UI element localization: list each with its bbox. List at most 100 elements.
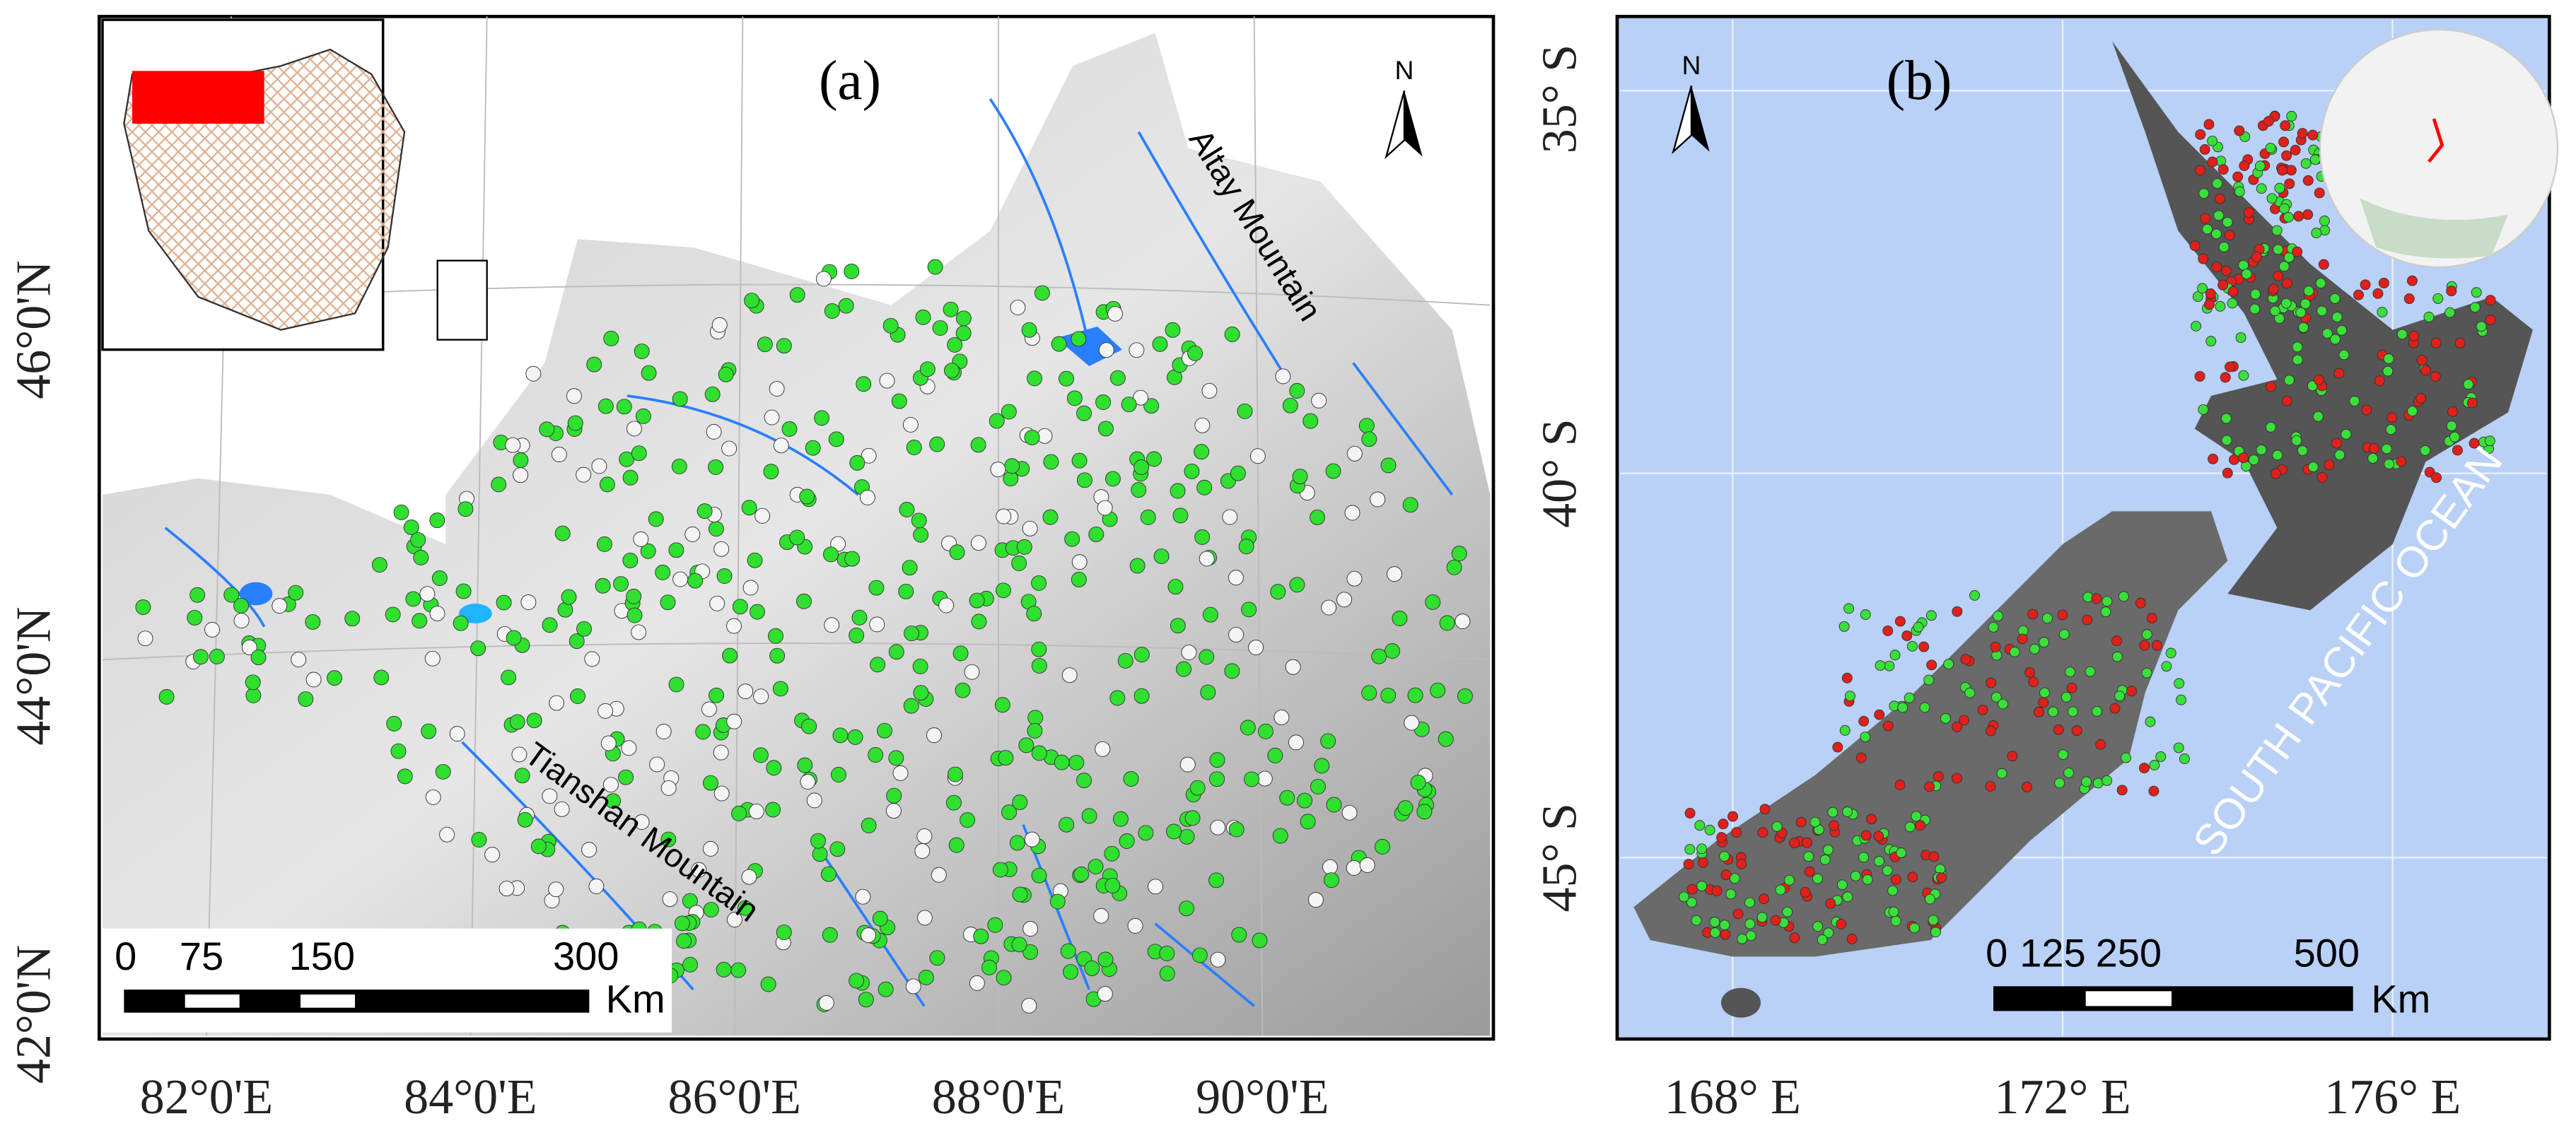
north-label: N [1682,50,1701,80]
sample-point [622,553,639,568]
sample-point [1988,621,1999,633]
sample-point [2207,135,2218,146]
lat-label: 35° S [1533,45,1587,153]
sample-point [1034,285,1050,301]
sample-point [554,801,570,817]
sample-point [1237,403,1253,419]
sample-point [1933,771,1944,782]
sample-point [1361,431,1377,447]
sample-point [655,724,672,739]
sample-point [439,826,455,843]
sample-point [1063,964,1079,980]
sample-point [1439,615,1455,631]
sample-point [1410,775,1426,790]
sample-point [2463,379,2474,390]
sample-point [1925,610,1937,621]
sample-point [2173,742,2184,753]
sample-point [597,536,612,552]
sample-point [1757,827,1768,838]
sample-point [1346,445,1363,462]
sample-point [1860,830,1872,841]
sample-point [385,606,401,623]
sample-point [2338,349,2350,360]
sample-point [2152,640,2162,651]
sample-point [2378,277,2389,288]
sample-point [569,633,585,650]
sample-point [2353,289,2364,300]
sample-point [1021,322,1037,338]
sample-point [2063,767,2075,778]
sample-point [1725,888,1737,900]
sample-point [192,649,209,665]
sample-point [137,630,153,647]
sample-point [2302,209,2314,221]
sample-point [1841,672,1853,684]
sample-point [539,421,555,438]
sample-point [2085,666,2096,677]
sample-point [1683,859,1694,870]
sample-point [1804,866,1815,877]
sample-point [2197,283,2208,294]
sample-point [906,440,922,455]
sample-point [741,500,757,516]
sample-point [2038,697,2049,708]
sample-point [634,344,650,360]
sample-point [2292,341,2303,353]
sample-point [1812,873,1823,884]
sample-point [2381,443,2392,454]
sample-point [1732,908,1744,920]
sample-point [902,416,919,433]
sample-point [1288,734,1304,751]
lat-label: 42°0'N [6,945,61,1084]
sample-point [2222,467,2233,479]
sample-point [844,264,860,279]
sample-point [2377,307,2388,318]
sample-point [1097,421,1114,437]
sample-point [1097,986,1113,1002]
sample-point [1088,526,1105,542]
sample-point [626,588,642,604]
sample-point [713,744,729,761]
sample-point [1031,745,1047,761]
sample-point [2270,468,2281,479]
sample-point [851,609,868,626]
sample-point [1184,810,1201,826]
sample-point [640,543,656,559]
sample-point [2149,760,2160,770]
sample-point [964,664,980,680]
sample-point [1027,370,1042,387]
sample-point [1172,508,1189,524]
sample-point [773,438,789,454]
sample-point [1998,698,2008,710]
sample-point [738,684,754,700]
sample-point [1071,554,1088,570]
sample-point [1076,472,1092,488]
sample-point [1839,725,1851,736]
sample-point [904,626,920,642]
sample-point [2312,411,2324,422]
lon-label: 86°0'E [668,1070,800,1125]
sample-point [1918,641,1930,652]
sample-point [2268,283,2279,295]
sample-point [595,577,611,594]
sample-point [996,970,1012,986]
sample-point [2280,120,2291,131]
sample-point [709,687,725,703]
sample-point [1894,780,1906,790]
sample-point [931,867,947,883]
sample-point [753,688,769,705]
sample-point [1166,823,1182,840]
sample-point [2041,613,2053,624]
sample-point [912,658,928,674]
sample-point [1176,661,1191,677]
sample-point [2205,288,2216,299]
sample-point [1071,452,1088,469]
sample-point [2277,165,2288,176]
sample-point [2232,171,2244,182]
sample-point [752,747,769,763]
sample-point [291,652,307,668]
sample-point [2382,365,2394,377]
sample-point [2227,286,2239,297]
sample-point [879,373,895,389]
sample-point [1716,832,1727,843]
